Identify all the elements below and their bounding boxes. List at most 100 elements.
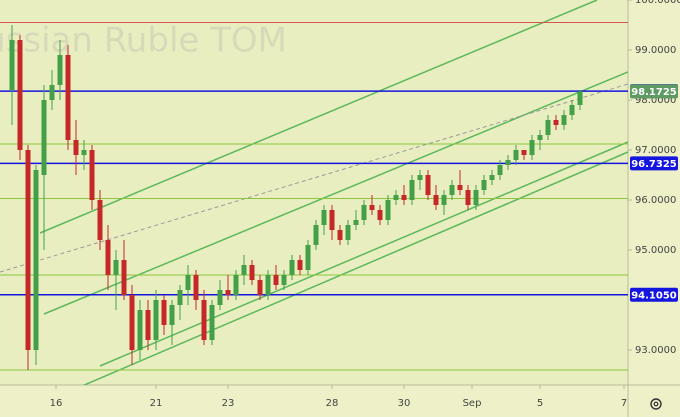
candle-body	[489, 175, 495, 180]
level-box	[630, 156, 678, 171]
plot: Russian Ruble TOM	[0, 0, 628, 385]
candle-body	[369, 205, 375, 210]
candle-body	[297, 260, 303, 270]
candle-body	[161, 300, 167, 325]
candle-body	[73, 140, 79, 155]
candle-body	[249, 265, 255, 280]
candle-body	[121, 260, 127, 295]
candle-body	[153, 300, 159, 340]
candle-body	[81, 150, 87, 155]
x-tick-label: Sep	[463, 398, 482, 409]
trend-line	[39, 0, 598, 234]
candle-body	[385, 200, 391, 220]
plot-area	[0, 0, 628, 385]
candle-body	[377, 210, 383, 220]
candle-body	[209, 305, 215, 340]
candle-body	[473, 190, 479, 205]
x-tick-label: 7	[621, 398, 627, 409]
candle-body	[281, 275, 287, 285]
candle-body	[241, 265, 247, 275]
candle-body	[145, 310, 151, 340]
y-tick-label: 99.0000	[635, 45, 676, 56]
candle-body	[305, 245, 311, 270]
candle-body	[449, 185, 455, 195]
candle-body	[337, 230, 343, 240]
dashed-trend-line	[0, 83, 628, 273]
candle-body	[353, 220, 359, 225]
candle-body	[217, 290, 223, 305]
y-tick-label: 93.0000	[635, 345, 676, 356]
candle-body	[17, 40, 23, 150]
x-tick-label: 30	[398, 398, 411, 409]
x-tick-label: 28	[326, 398, 339, 409]
x-tick-label: 16	[50, 398, 63, 409]
candle-body	[265, 275, 271, 295]
candle-body	[497, 165, 503, 175]
candle-body	[529, 140, 535, 155]
x-tick-label: 5	[537, 398, 543, 409]
candle-body	[57, 55, 63, 85]
candle-body	[569, 105, 575, 115]
candle-body	[129, 295, 135, 350]
y-tick-label: 95.0000	[635, 245, 676, 256]
candle-body	[289, 260, 295, 275]
candle-body	[545, 120, 551, 135]
candle-body	[553, 120, 559, 125]
candle-body	[169, 305, 175, 325]
candle-body	[25, 150, 31, 350]
candle-body	[185, 275, 191, 290]
candle-body	[113, 260, 119, 275]
candle-body	[345, 225, 351, 240]
candle-body	[233, 275, 239, 295]
candle-body	[513, 150, 519, 160]
candle-body	[257, 280, 263, 295]
trend-line	[82, 151, 628, 385]
level-box	[630, 287, 678, 302]
candle-body	[393, 195, 399, 200]
x-tick-label: 23	[222, 398, 235, 409]
candle-body	[505, 160, 511, 165]
y-tick-label: 100.0000	[635, 0, 680, 6]
last-price-box	[630, 84, 678, 99]
candle-body	[97, 200, 103, 240]
candle-body	[137, 310, 143, 350]
candle-body	[201, 300, 207, 340]
candle-body	[41, 100, 47, 175]
candle-body	[521, 150, 527, 155]
settings-icon[interactable]	[650, 398, 662, 410]
candle-body	[65, 55, 71, 140]
y-tick-label: 97.0000	[635, 145, 676, 156]
candle-body	[321, 210, 327, 225]
watermark: Russian Ruble TOM	[0, 21, 287, 61]
candle-body	[89, 150, 95, 200]
candle-body	[481, 180, 487, 190]
candle-body	[49, 85, 55, 100]
candle-body	[33, 170, 39, 350]
candle-body	[177, 290, 183, 305]
x-tick-label: 21	[150, 398, 163, 409]
candle-body	[193, 275, 199, 300]
candle-body	[225, 290, 231, 295]
candle-body	[361, 205, 367, 220]
candle-body	[577, 91, 583, 105]
candle-body	[409, 180, 415, 200]
candle-body	[329, 210, 335, 230]
y-tick-label: 98.0000	[635, 95, 676, 106]
candle-body	[425, 175, 431, 195]
candle-body	[441, 195, 447, 205]
trend-line	[43, 71, 628, 315]
candle-body	[401, 195, 407, 200]
candle-body	[313, 225, 319, 245]
candle-body	[417, 175, 423, 180]
candle-body	[9, 40, 15, 90]
candle-body	[105, 240, 111, 275]
candle-body	[273, 275, 279, 285]
last-price-label: 98.1725	[631, 87, 677, 98]
candle-body	[561, 115, 567, 125]
candle-body	[433, 195, 439, 205]
trend-lines	[0, 0, 628, 385]
trend-line	[99, 141, 628, 367]
level-label: 94.1050	[631, 290, 677, 301]
level-label: 96.7325	[631, 159, 677, 170]
